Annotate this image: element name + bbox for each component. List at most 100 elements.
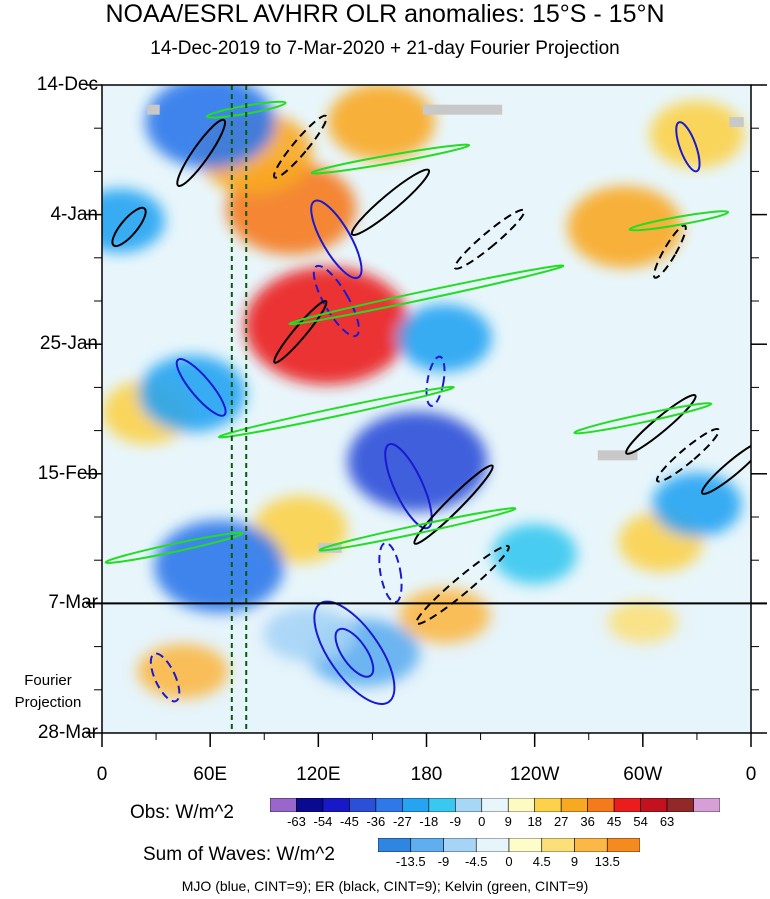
obs-colorbar-tick-label: 36 (580, 814, 595, 829)
missing-data-bar-3 (597, 450, 638, 461)
mjo-contour-7 (675, 121, 701, 173)
er-contour-13 (453, 208, 526, 270)
mjo-contour-9 (378, 541, 403, 604)
missing-data-bar-1 (422, 104, 503, 115)
obs-colorbar-swatch-16 (693, 798, 720, 812)
projection-anomaly-3 (398, 588, 491, 644)
obs-colorbar-swatch-9 (507, 798, 536, 812)
obs-anomaly-4 (567, 185, 683, 268)
mjo-contour-6 (149, 652, 181, 703)
waves-colorbar-swatch-5 (541, 838, 575, 852)
y-tick-label: 25-Jan (39, 333, 98, 355)
er-contour-17 (413, 464, 494, 545)
contour-legend-note: MJO (blue, CINT=9); ER (black, CINT=9); … (181, 878, 589, 894)
fourier-projection-label: Fourier Projection (14, 672, 82, 711)
mjo-contour-1 (312, 264, 360, 338)
obs-colorbar-swatch-5 (402, 798, 430, 812)
obs-colorbar-swatch-15 (666, 798, 694, 812)
waves-colorbar-swatch-6 (574, 838, 608, 852)
waves-colorbar-swatch-3 (475, 838, 510, 852)
missing-data-bar-2 (729, 117, 744, 128)
obs-colorbar-tick-label: 45 (606, 814, 622, 829)
x-tick-label: 120E (296, 764, 341, 785)
obs-colorbar-tick-label: 0 (478, 814, 486, 829)
obs-anomaly-14 (102, 188, 165, 253)
obs-colorbar-tick-label: -36 (366, 814, 386, 829)
obs-colorbar-tick-label: 27 (553, 814, 569, 829)
kelvin-contour-22 (310, 143, 471, 175)
waves-colorbar-swatch-0 (378, 838, 412, 852)
chart-title: NOAA/ESRL AVHRR OLR anomalies: 15°S - 15… (105, 0, 665, 28)
obs-anomaly-16 (652, 472, 742, 537)
obs-anomaly-0 (244, 266, 410, 385)
obs-anomaly-12 (154, 519, 285, 613)
waves-colorbar-tick-label: -9 (437, 854, 450, 869)
x-tick-label: 60E (193, 764, 228, 785)
obs-colorbar-swatch-0 (270, 798, 297, 812)
mjo-contour-8 (425, 355, 446, 407)
projection-anomaly-4 (608, 601, 678, 643)
obs-colorbar-swatch-11 (560, 798, 588, 812)
mjo-contour-3 (384, 443, 433, 530)
obs-colorbar-tick-label: -9 (449, 814, 462, 829)
waves-colorbar-tick-label: 4.5 (532, 854, 551, 869)
y-tick-label: 7-Mar (48, 592, 98, 614)
x-tick-label: 0 (745, 764, 757, 785)
obs-colorbar-swatch-10 (534, 798, 562, 812)
waves-colorbar-label: Sum of Waves: W/m^2 (143, 844, 335, 865)
obs-colorbar-swatch-2 (322, 798, 350, 812)
obs-colorbar-tick-label: 18 (527, 814, 542, 829)
kelvin-contour-28 (628, 210, 730, 232)
projection-anomaly-1 (263, 606, 355, 662)
waves-colorbar-swatch-7 (606, 838, 640, 852)
obs-anomaly-11 (347, 411, 488, 512)
obs-colorbar (270, 798, 720, 812)
obs-colorbar-swatch-14 (640, 798, 668, 812)
x-tick-label: 60W (623, 764, 663, 785)
mjo-contour-0 (310, 199, 363, 280)
obs-colorbar-tick-label: -54 (313, 814, 333, 829)
waves-colorbar-swatch-2 (443, 838, 477, 852)
obs-colorbar-tick-label: 54 (633, 814, 648, 829)
kelvin-contour-25 (318, 507, 517, 552)
kelvin-contour-23 (288, 264, 565, 326)
x-tick-label: 180 (410, 764, 443, 785)
obs-anomaly-15 (492, 523, 577, 585)
projection-anomaly-2 (137, 643, 229, 699)
obs-colorbar-tick-label: -63 (287, 814, 306, 829)
y-tick-label: 28-Mar (37, 722, 98, 743)
missing-data-bar-4 (318, 542, 342, 553)
obs-colorbar-swatch-6 (428, 798, 456, 812)
obs-colorbar-tick-label: 63 (659, 814, 675, 829)
obs-colorbar-swatch-4 (375, 798, 403, 812)
missing-data-bar-0 (147, 104, 160, 115)
er-contour-21 (701, 440, 751, 495)
y-tick-label: 15-Feb (37, 462, 98, 484)
waves-colorbar-tick-label: 13.5 (594, 854, 620, 869)
obs-anomaly-5 (649, 100, 745, 169)
y-tick-label: 14-Dec (36, 74, 98, 95)
waves-colorbar-swatch-4 (508, 838, 543, 852)
obs-colorbar-label: Obs: W/m^2 (130, 802, 234, 823)
er-contour-18 (415, 544, 510, 625)
mjo-contour-2 (175, 358, 227, 417)
waves-colorbar-tick-label: -13.5 (395, 854, 426, 869)
obs-colorbar-tick-label: -18 (419, 814, 439, 829)
x-tick-label: 0 (96, 764, 108, 785)
obs-anomaly-3 (327, 85, 436, 161)
obs-colorbar-tick-label: -45 (340, 814, 359, 829)
er-contour-11 (273, 114, 328, 179)
mjo-contour-5 (334, 627, 375, 678)
y-tick-label: 4-Jan (50, 203, 98, 225)
waves-colorbar (378, 838, 640, 852)
er-contour-10 (176, 118, 227, 187)
obs-colorbar-swatch-12 (587, 798, 615, 812)
obs-anomaly-13 (397, 304, 492, 372)
obs-colorbar-tick-label: 9 (504, 814, 512, 829)
waves-colorbar-swatch-1 (410, 838, 444, 852)
er-contour-12 (350, 168, 431, 236)
obs-colorbar-swatch-1 (296, 798, 324, 812)
er-contour-16 (273, 299, 328, 364)
obs-colorbar-swatch-8 (481, 798, 509, 812)
